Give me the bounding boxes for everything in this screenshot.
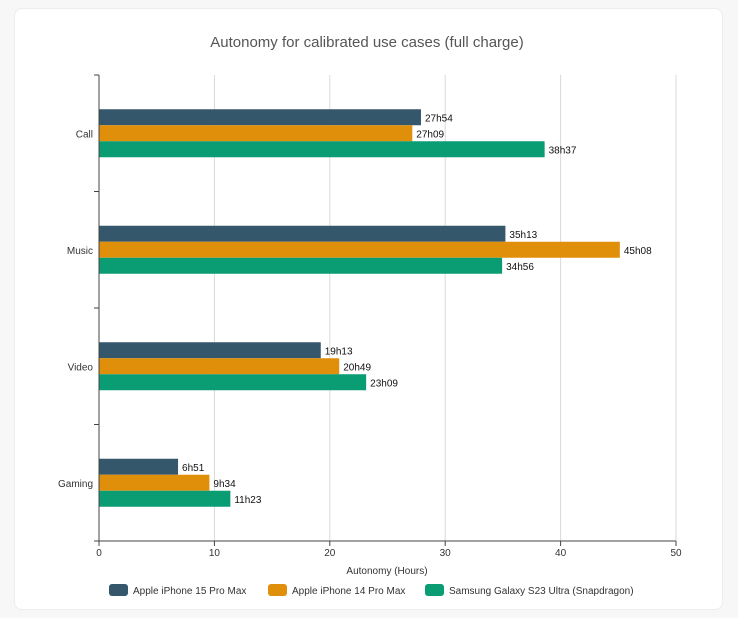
data-label: 19h13 [325,346,353,357]
x-tick-label: 10 [209,548,221,559]
data-label: 27h54 [425,113,453,124]
legend-swatch [268,584,287,596]
legend-label[interactable]: Samsung Galaxy S23 Ultra (Snapdragon) [449,586,634,597]
data-label: 45h08 [624,246,652,257]
bar [99,109,421,126]
bar [99,241,620,258]
legend-swatch [425,584,444,596]
data-label: 20h49 [343,362,371,373]
data-label: 35h13 [509,230,537,241]
x-tick-label: 20 [324,548,336,559]
bar [99,374,367,391]
data-label: 38h37 [549,145,577,156]
bar [99,474,210,491]
bar [99,342,321,359]
bar [99,358,340,375]
y-tick-label: Music [67,246,93,257]
data-label: 23h09 [370,378,398,389]
data-label: 6h51 [182,463,205,474]
bar [99,490,231,507]
bar [99,257,503,274]
y-tick-label: Call [76,129,93,140]
legend-label[interactable]: Apple iPhone 14 Pro Max [292,586,405,597]
x-tick-label: 0 [96,548,102,559]
bar [99,141,545,158]
legend-swatch [109,584,128,596]
bar [99,125,413,142]
x-tick-label: 50 [670,548,682,559]
data-label: 34h56 [506,262,534,273]
y-tick-label: Video [68,362,94,373]
bar [99,225,506,242]
chart-title: Autonomy for calibrated use cases (full … [210,34,523,51]
data-label: 9h34 [213,479,236,490]
x-axis-label: Autonomy (Hours) [346,566,427,577]
data-label: 11h23 [234,495,262,506]
bar [99,458,179,475]
chart-card [14,8,723,610]
legend-label[interactable]: Apple iPhone 15 Pro Max [133,586,246,597]
x-tick-label: 40 [555,548,567,559]
y-tick-label: Gaming [58,479,93,490]
x-tick-label: 30 [440,548,452,559]
data-label: 27h09 [416,129,444,140]
